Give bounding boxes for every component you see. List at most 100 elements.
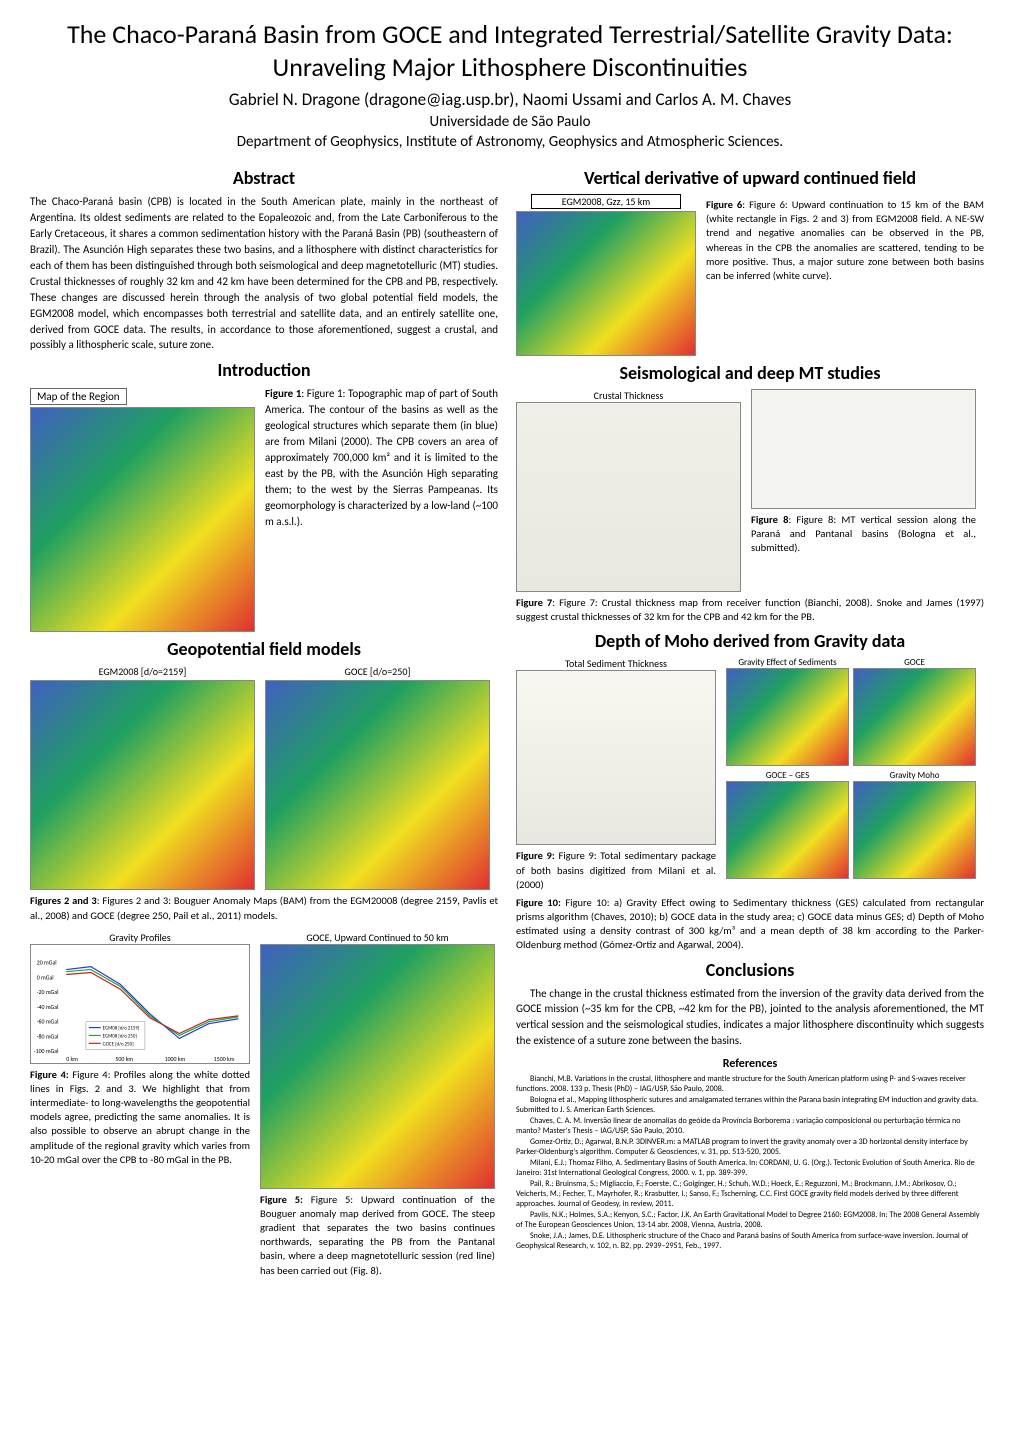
figure-5-upcont <box>260 944 495 1189</box>
egm-fig-wrap: EGM2008 [d/o=2159] <box>30 665 255 890</box>
leg-0: EGM08 [d/o 2159] <box>103 1024 140 1031</box>
crustal-wrap: Crustal Thickness <box>516 389 741 592</box>
figure-9-sediment <box>516 670 716 845</box>
ref-2: Chaves, C. A. M. Inversão linear de anom… <box>516 1116 984 1136</box>
conclusions-heading: Conclusions <box>516 959 984 981</box>
profile-title: Gravity Profiles <box>30 931 250 944</box>
ylab-3: -40 mGal <box>37 1003 59 1011</box>
vertical-heading: Vertical derivative of upward continued … <box>516 167 984 189</box>
fig6-text: Figure 6: Upward continuation to 15 km o… <box>706 198 984 282</box>
figure-10b-goce <box>853 668 976 766</box>
references-list: Bianchi, M.B. Variations in the crustal,… <box>516 1074 984 1251</box>
geopot-row: EGM2008 [d/o=2159] GOCE [d/o=250] <box>30 665 498 890</box>
references-heading: References <box>516 1057 984 1071</box>
fig6-caption: Figure 6: Figure 6: Upward continuation … <box>706 198 984 356</box>
goce-sub-title: GOCE <box>853 657 976 668</box>
ref-0: Bianchi, M.B. Variations in the crustal,… <box>516 1074 984 1094</box>
ylab-4: -60 mGal <box>37 1017 59 1025</box>
ylab-0: 20 mGal <box>37 958 57 966</box>
fig23-caption: Figures 2 and 3: Figures 2 and 3: Bougue… <box>30 894 498 922</box>
fig4-text: Figure 4: Profiles along the white dotte… <box>30 1068 250 1166</box>
figure-4-profiles: 20 mGal 0 mGal -20 mGal -40 mGal -60 mGa… <box>30 944 250 1064</box>
goce-fig-wrap: GOCE [d/o=250] <box>265 665 490 890</box>
xlab-0: 0 km <box>66 1055 78 1063</box>
diff-title: GOCE – GES <box>726 770 849 781</box>
ref-1: Bologna et al., Mapping lithospheric sut… <box>516 1095 984 1115</box>
figure-1-caption: Figure 1: Figure 1: Topographic map of p… <box>265 386 498 632</box>
geopot-heading: Geopotential field models <box>30 638 498 660</box>
figure-3-goce <box>265 680 490 890</box>
abstract-body: The Chaco-Paraná basin (CPB) is located … <box>30 194 498 353</box>
goce-wrap: GOCE <box>853 657 976 766</box>
figure-10d-moho <box>853 781 976 879</box>
seismo-row: Crustal Thickness Figure 8: Figure 8: MT… <box>516 389 984 592</box>
ylab-2: -20 mGal <box>37 988 59 996</box>
leg-1: EGM08 [d/o 250] <box>103 1032 138 1039</box>
fig7-text: Figure 7: Crustal thickness map from rec… <box>516 596 984 623</box>
moho-left-wrap: Total Sediment Thickness Figure 9: Figur… <box>516 657 716 892</box>
department: Department of Geophysics, Institute of A… <box>30 133 990 151</box>
xlab-1: 500 km <box>115 1055 133 1063</box>
map-title: Map of the Region <box>30 388 127 405</box>
title-block: The Chaco-Paraná Basin from GOCE and Int… <box>30 18 990 151</box>
affiliation: Universidade de São Paulo <box>30 113 990 131</box>
abstract-heading: Abstract <box>30 167 498 189</box>
sed-title: Total Sediment Thickness <box>516 657 716 670</box>
upcont-wrap: GOCE, Upward Continued to 50 km Figure 5… <box>260 931 495 1278</box>
fig5-caption: Figure 5: Figure 5: Upward continuation … <box>260 1193 495 1278</box>
intro-row: Map of the Region Figure 1: Figure 1: To… <box>30 386 498 632</box>
fig23-text: Figures 2 and 3: Bouguer Anomaly Maps (B… <box>30 894 498 921</box>
xlab-2: 1000 km <box>165 1055 186 1063</box>
crustal-title: Crustal Thickness <box>516 389 741 402</box>
seismo-heading: Seismological and deep MT studies <box>516 362 984 384</box>
moho-right-wrap: Gravity Effect of Sediments GOCE GOCE – … <box>726 657 976 892</box>
figure-2-egm <box>30 680 255 890</box>
ges-title: Gravity Effect of Sediments <box>726 657 849 668</box>
figure-6-gzz <box>516 211 696 356</box>
figure-1-map <box>30 407 255 632</box>
figure-8-mt <box>751 389 976 509</box>
figure-10a-ges <box>726 668 849 766</box>
xlab-3: 1500 km <box>214 1055 235 1063</box>
ylab-6: -100 mGal <box>34 1047 59 1055</box>
ref-7: Snoke, J.A.; James, D.E. Lithospheric st… <box>516 1231 984 1251</box>
egm-title: EGM2008 [d/o=2159] <box>30 665 255 678</box>
mt-wrap: Figure 8: Figure 8: MT vertical session … <box>751 389 976 592</box>
goce-title: GOCE [d/o=250] <box>265 665 490 678</box>
fig1-text: Figure 1: Topographic map of part of Sou… <box>265 387 498 528</box>
moho-grid: Gravity Effect of Sediments GOCE GOCE – … <box>726 657 976 879</box>
right-column: Vertical derivative of upward continued … <box>516 161 984 1278</box>
ref-6: Pavlis, N.K.; Holmes, S.A.; Kenyon, S.C.… <box>516 1210 984 1230</box>
ref-5: Pail, R.; Bruinsma, S.; Migliaccio, F.; … <box>516 1179 984 1209</box>
leg-2: GOCE [d/o 250] <box>103 1040 135 1047</box>
vert-row: EGM2008, Gzz, 15 km Figure 6: Figure 6: … <box>516 194 984 356</box>
moho-heading: Depth of Moho derived from Gravity data <box>516 630 984 652</box>
ref-4: Milani, E.J.; Thomaz Filho, A. Sedimenta… <box>516 1158 984 1178</box>
conclusions-body: The change in the crustal thickness esti… <box>516 986 984 1050</box>
ref-3: Gomez-Ortiz, D.; Agarwal, B.N.P. 3DINVER… <box>516 1137 984 1157</box>
ylab-5: -80 mGal <box>37 1032 59 1040</box>
profile-svg: 20 mGal 0 mGal -20 mGal -40 mGal -60 mGa… <box>31 945 249 1063</box>
bottom-row: Gravity Profiles 20 mGal 0 mGal -20 mGal… <box>30 931 498 1278</box>
upcont-title: GOCE, Upward Continued to 50 km <box>260 931 495 944</box>
diff-wrap: GOCE – GES <box>726 770 849 879</box>
profile-wrap: Gravity Profiles 20 mGal 0 mGal -20 mGal… <box>30 931 250 1278</box>
vert-fig-title: EGM2008, Gzz, 15 km <box>531 194 681 209</box>
fig8-caption: Figure 8: Figure 8: MT vertical session … <box>751 513 976 556</box>
fig7-caption: Figure 7: Figure 7: Crustal thickness ma… <box>516 596 984 624</box>
fig10-text: Figure 10: a) Gravity Effect owing to Se… <box>516 896 984 952</box>
intro-map-wrap: Map of the Region <box>30 386 255 632</box>
columns: Abstract The Chaco-Paraná basin (CPB) is… <box>30 161 990 1278</box>
figure-10c-diff <box>726 781 849 879</box>
poster-title: The Chaco-Paraná Basin from GOCE and Int… <box>30 18 990 83</box>
figure-7-crustal <box>516 402 741 592</box>
left-column: Abstract The Chaco-Paraná basin (CPB) is… <box>30 161 498 1278</box>
gmoho-wrap: Gravity Moho <box>853 770 976 879</box>
fig4-caption: Figure 4: Figure 4: Profiles along the w… <box>30 1068 250 1167</box>
fig10-caption: Figure 10: Figure 10: a) Gravity Effect … <box>516 896 984 953</box>
authors: Gabriel N. Dragone (dragone@iag.usp.br),… <box>30 89 990 110</box>
ylab-1: 0 mGal <box>37 973 54 981</box>
moho-row: Total Sediment Thickness Figure 9: Figur… <box>516 657 984 892</box>
gmoho-title: Gravity Moho <box>853 770 976 781</box>
ges-wrap: Gravity Effect of Sediments <box>726 657 849 766</box>
